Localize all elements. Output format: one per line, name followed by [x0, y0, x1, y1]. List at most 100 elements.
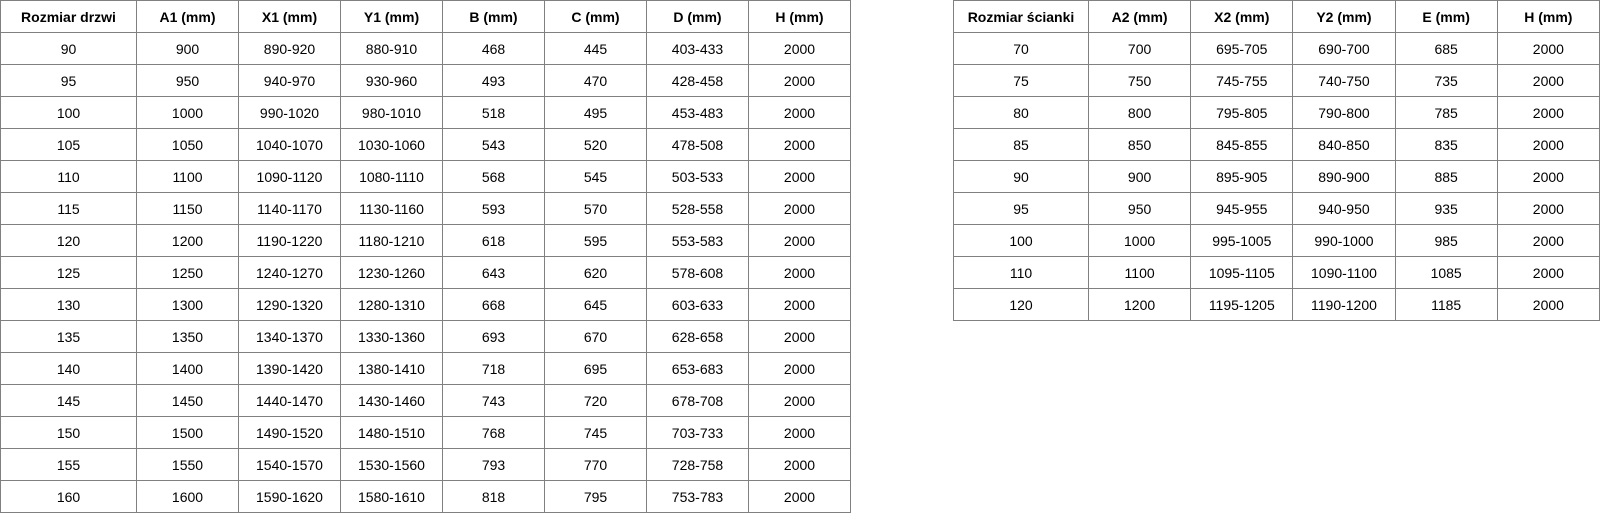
table-cell: 1290-1320 — [238, 288, 341, 321]
table-cell: 70 — [953, 32, 1089, 65]
table-cell: 745-755 — [1190, 64, 1294, 97]
table-row: 145 1450 1440-1470 1430-1460 743 720 678-708 20… — [0, 384, 851, 417]
table-cell: 570 — [544, 192, 647, 225]
table-cell: 578-608 — [646, 256, 749, 289]
table-cell: 1480-1510 — [340, 416, 443, 449]
table-row: 75 750 745-755 740-750 735 2000 — [953, 64, 1600, 97]
table-cell: 1490-1520 — [238, 416, 341, 449]
table-row: 110 1100 1095-1105 1090-1100 1085 2000 — [953, 256, 1600, 289]
table-cell: 1590-1620 — [238, 480, 341, 513]
table-cell: 745 — [544, 416, 647, 449]
table-cell: 940-950 — [1292, 192, 1396, 225]
table-cell: 900 — [136, 32, 239, 65]
table-cell: 2000 — [1496, 64, 1600, 97]
table-cell: 895-905 — [1190, 160, 1294, 193]
table-cell: 950 — [136, 64, 239, 97]
table-cell: 2000 — [748, 384, 851, 417]
table-cell: 945-955 — [1190, 192, 1294, 225]
table-cell: 1180-1210 — [340, 224, 443, 257]
table-cell: 1450 — [136, 384, 239, 417]
table-cell: 160 — [0, 480, 137, 513]
table-cell: 145 — [0, 384, 137, 417]
table-cell: 618 — [442, 224, 545, 257]
table-row: 130 1300 1290-1320 1280-1310 668 645 603-633 20… — [0, 288, 851, 321]
table-cell: 453-483 — [646, 96, 749, 129]
wall-size-table: Rozmiar ścianki A2 (mm) X2 (mm) Y2 (mm) E (m… — [953, 0, 1600, 321]
table-cell: 2000 — [748, 128, 851, 161]
column-header: A2 (mm) — [1087, 0, 1192, 33]
table-cell: 125 — [0, 256, 137, 289]
column-header: Y1 (mm) — [340, 0, 443, 33]
table-cell: 695-705 — [1190, 32, 1294, 65]
table-cell: 728-758 — [646, 448, 749, 481]
table-cell: 643 — [442, 256, 545, 289]
table-cell: 1195-1205 — [1190, 288, 1294, 321]
table-cell: 1200 — [136, 224, 239, 257]
table-cell: 1100 — [1087, 256, 1192, 289]
table-cell: 75 — [953, 64, 1089, 97]
table-cell: 930-960 — [340, 64, 443, 97]
table-cell: 940-970 — [238, 64, 341, 97]
table-cell: 720 — [544, 384, 647, 417]
table-cell: 1240-1270 — [238, 256, 341, 289]
table-cell: 520 — [544, 128, 647, 161]
table-cell: 85 — [953, 128, 1089, 161]
table-cell: 703-733 — [646, 416, 749, 449]
table-cell: 785 — [1394, 96, 1498, 129]
column-header: Rozmiar drzwi — [0, 0, 137, 33]
table-cell: 980-1010 — [340, 96, 443, 129]
table-row: 140 1400 1390-1420 1380-1410 718 695 653-683 20… — [0, 352, 851, 385]
table-cell: 90 — [0, 32, 137, 65]
table-row: 80 800 795-805 790-800 785 2000 — [953, 96, 1600, 129]
table-row: 115 1150 1140-1170 1130-1160 593 570 528-558 20… — [0, 192, 851, 225]
table-row: 90 900 890-920 880-910 468 445 403-433 2000 — [0, 32, 851, 65]
table-cell: 100 — [953, 224, 1089, 257]
table-cell: 2000 — [748, 320, 851, 353]
table-cell: 818 — [442, 480, 545, 513]
table-cell: 2000 — [748, 32, 851, 65]
table-cell: 768 — [442, 416, 545, 449]
table-cell: 845-855 — [1190, 128, 1294, 161]
table-row: 105 1050 1040-1070 1030-1060 543 520 478-508 20… — [0, 128, 851, 161]
table-cell: 80 — [953, 96, 1089, 129]
table-cell: 880-910 — [340, 32, 443, 65]
table-cell: 1440-1470 — [238, 384, 341, 417]
table-cell: 678-708 — [646, 384, 749, 417]
table-cell: 695 — [544, 352, 647, 385]
table-cell: 468 — [442, 32, 545, 65]
table-cell: 110 — [0, 160, 137, 193]
table-cell: 653-683 — [646, 352, 749, 385]
table-cell: 2000 — [1496, 128, 1600, 161]
table-row: 125 1250 1240-1270 1230-1260 643 620 578-608 20… — [0, 256, 851, 289]
table-cell: 885 — [1394, 160, 1498, 193]
table-row: 95 950 945-955 940-950 935 2000 — [953, 192, 1600, 225]
table-cell: 890-900 — [1292, 160, 1396, 193]
table-cell: 890-920 — [238, 32, 341, 65]
table-cell: 115 — [0, 192, 137, 225]
table-row: 135 1350 1340-1370 1330-1360 693 670 628-658 20… — [0, 320, 851, 353]
table-cell: 770 — [544, 448, 647, 481]
table-cell: 718 — [442, 352, 545, 385]
table-cell: 593 — [442, 192, 545, 225]
table-cell: 743 — [442, 384, 545, 417]
table-cell: 1150 — [136, 192, 239, 225]
table-cell: 1550 — [136, 448, 239, 481]
table-row: 160 1600 1590-1620 1580-1610 818 795 753-783 20… — [0, 480, 851, 513]
table-cell: 1340-1370 — [238, 320, 341, 353]
table-cell: 1200 — [1087, 288, 1192, 321]
column-header: C (mm) — [544, 0, 647, 33]
table-cell: 668 — [442, 288, 545, 321]
column-header: H (mm) — [748, 0, 851, 33]
table-cell: 135 — [0, 320, 137, 353]
table-cell: 793 — [442, 448, 545, 481]
table-cell: 735 — [1394, 64, 1498, 97]
table-cell: 90 — [953, 160, 1089, 193]
table-cell: 1300 — [136, 288, 239, 321]
table-header-row: Rozmiar ścianki A2 (mm) X2 (mm) Y2 (mm) E (m… — [953, 0, 1600, 33]
table-cell: 2000 — [748, 160, 851, 193]
table-cell: 568 — [442, 160, 545, 193]
table-cell: 528-558 — [646, 192, 749, 225]
table-cell: 840-850 — [1292, 128, 1396, 161]
table-cell: 1230-1260 — [340, 256, 443, 289]
table-cell: 1500 — [136, 416, 239, 449]
